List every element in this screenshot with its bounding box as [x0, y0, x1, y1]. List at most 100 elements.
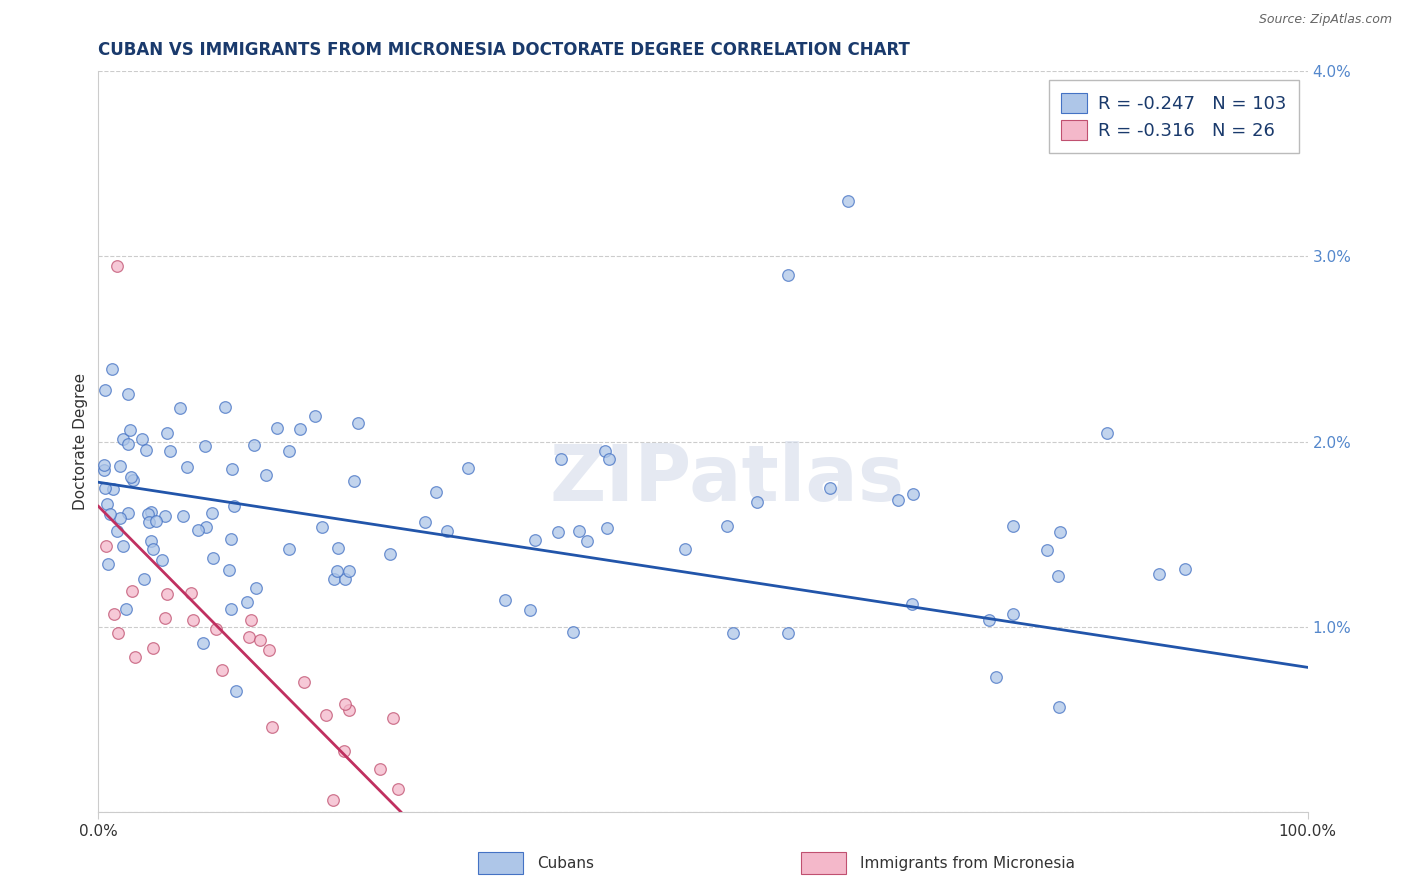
- Point: [120, 469, 142, 483]
- Point: [219, 602, 242, 616]
- Point: [94, 481, 117, 495]
- Point: [977, 613, 1000, 627]
- Point: [278, 541, 301, 556]
- Point: [218, 563, 240, 577]
- Point: [901, 487, 924, 501]
- Legend: R = -0.247   N = 103, R = -0.316   N = 26: R = -0.247 N = 103, R = -0.316 N = 26: [1049, 80, 1299, 153]
- Point: [524, 533, 547, 547]
- Point: [145, 514, 167, 528]
- Point: [339, 565, 361, 579]
- Point: [1095, 425, 1118, 440]
- Point: [413, 516, 436, 530]
- Point: [1174, 562, 1197, 576]
- Point: [112, 432, 135, 446]
- Point: [1047, 699, 1070, 714]
- Point: [242, 438, 264, 452]
- Point: [97, 558, 120, 572]
- Point: [257, 642, 280, 657]
- Point: [139, 505, 162, 519]
- Point: [112, 539, 135, 553]
- Point: [1036, 542, 1059, 557]
- Point: [288, 422, 311, 436]
- Point: [304, 409, 326, 424]
- Point: [721, 625, 744, 640]
- Point: [292, 675, 315, 690]
- Point: [457, 461, 479, 475]
- Point: [221, 462, 243, 476]
- Text: Immigrants from Micronesia: Immigrants from Micronesia: [860, 855, 1076, 871]
- Point: [117, 506, 139, 520]
- Point: [117, 387, 139, 401]
- Point: [194, 440, 217, 454]
- Point: [593, 444, 616, 458]
- Point: [1002, 519, 1025, 533]
- Point: [142, 641, 165, 656]
- Point: [152, 553, 174, 567]
- Point: [169, 401, 191, 416]
- Point: [201, 506, 224, 520]
- Point: [277, 444, 299, 458]
- Point: [266, 421, 288, 435]
- Point: [121, 583, 143, 598]
- Point: [103, 483, 125, 497]
- Point: [494, 592, 516, 607]
- Point: [176, 459, 198, 474]
- Point: [114, 602, 136, 616]
- Point: [94, 383, 117, 397]
- Point: [153, 611, 176, 625]
- Point: [382, 710, 405, 724]
- Point: [335, 697, 357, 711]
- Point: [219, 532, 242, 546]
- Point: [333, 744, 356, 758]
- Point: [1147, 567, 1170, 582]
- Text: Source: ZipAtlas.com: Source: ZipAtlas.com: [1258, 13, 1392, 27]
- Point: [337, 703, 360, 717]
- Point: [205, 622, 228, 636]
- Point: [1049, 525, 1071, 540]
- Point: [901, 597, 924, 611]
- Point: [562, 624, 585, 639]
- Point: [93, 458, 115, 472]
- Point: [776, 268, 799, 282]
- Point: [225, 684, 247, 698]
- Point: [172, 509, 194, 524]
- Point: [105, 259, 128, 273]
- Text: ZIPatlas: ZIPatlas: [550, 441, 904, 516]
- Point: [444, 55, 467, 70]
- Point: [1001, 607, 1024, 622]
- Point: [155, 425, 177, 440]
- Point: [335, 572, 357, 586]
- Point: [120, 423, 142, 437]
- Point: [96, 539, 118, 553]
- Text: CUBAN VS IMMIGRANTS FROM MICRONESIA DOCTORATE DEGREE CORRELATION CHART: CUBAN VS IMMIGRANTS FROM MICRONESIA DOCT…: [98, 41, 910, 59]
- Point: [519, 603, 541, 617]
- Point: [110, 459, 132, 474]
- Point: [326, 564, 349, 578]
- Point: [984, 670, 1007, 684]
- Point: [547, 524, 569, 539]
- Point: [110, 511, 132, 525]
- Point: [181, 613, 204, 627]
- Point: [135, 443, 157, 458]
- Point: [745, 495, 768, 509]
- Point: [260, 720, 283, 734]
- Point: [131, 432, 153, 446]
- Point: [380, 547, 402, 561]
- Point: [311, 520, 333, 534]
- Point: [576, 533, 599, 548]
- Point: [245, 581, 267, 595]
- Point: [254, 467, 277, 482]
- Point: [596, 521, 619, 535]
- Point: [187, 523, 209, 537]
- Point: [98, 508, 121, 522]
- Point: [249, 632, 271, 647]
- Point: [886, 493, 908, 508]
- Point: [180, 585, 202, 599]
- Point: [321, 793, 343, 807]
- Point: [837, 194, 859, 208]
- Point: [315, 707, 337, 722]
- Y-axis label: Doctorate Degree: Doctorate Degree: [73, 373, 89, 510]
- Point: [193, 636, 215, 650]
- Point: [436, 524, 458, 538]
- Point: [156, 587, 179, 601]
